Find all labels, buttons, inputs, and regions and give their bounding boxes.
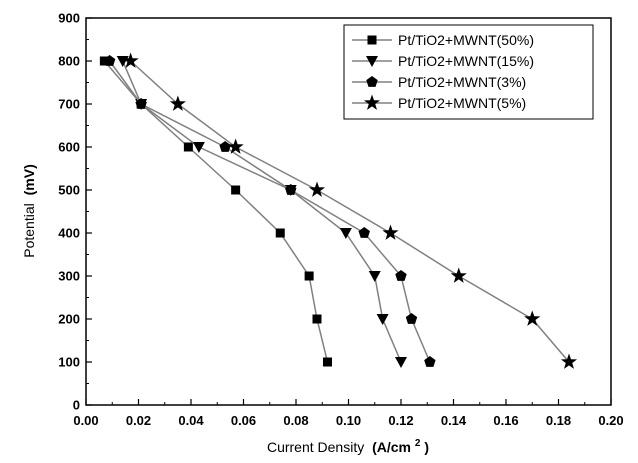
legend-marker (363, 94, 381, 110)
legend-marker (366, 56, 378, 67)
x-axis-title: Current Density (A/cm 2 ) (267, 433, 429, 455)
series-line (103, 60, 329, 363)
data-point (376, 314, 389, 325)
data-point (368, 271, 381, 282)
data-point (395, 270, 407, 281)
data-point (304, 271, 314, 281)
data-point (323, 357, 332, 367)
y-axis: 0 100 200 300 400 500 600 700 800 900 (58, 11, 92, 413)
data-point (560, 353, 578, 369)
data-point (382, 224, 399, 240)
x-tick-label: 0.04 (178, 413, 204, 428)
x-tick-label: 0.20 (598, 413, 623, 428)
series-3 (103, 55, 436, 367)
legend-entry: Pt/TiO2+MWNT(15%) (352, 53, 534, 69)
x-tick-label: 0.06 (231, 413, 256, 428)
y-tick-label: 0 (73, 398, 80, 413)
x-axis-title-unit: (A/cm (372, 439, 411, 455)
data-point (395, 357, 407, 368)
x-tick-label: 0.10 (336, 413, 361, 428)
x-axis-title-unit-exponent: 2 (415, 438, 421, 449)
y-tick-label: 400 (58, 226, 80, 241)
data-point (192, 142, 205, 153)
data-point (312, 314, 322, 324)
y-tick-label: 600 (58, 140, 80, 155)
data-point (275, 228, 285, 238)
data-point (424, 356, 436, 367)
y-axis-title-text: Potential (21, 203, 37, 257)
data-point (285, 184, 297, 195)
x-tick-label: 0.16 (493, 413, 518, 428)
data-point (231, 185, 241, 195)
y-tick-label: 700 (58, 97, 80, 112)
data-point (183, 142, 193, 152)
data-point (135, 98, 147, 109)
data-point (227, 138, 244, 154)
y-tick-label: 300 (58, 269, 80, 284)
legend-label: Pt/TiO2+MWNT(5%) (398, 95, 526, 111)
x-tick-label: 0.02 (126, 413, 151, 428)
legend-entry: Pt/TiO2+MWNT(3%) (352, 74, 526, 90)
data-point (99, 56, 109, 66)
legend: Pt/TiO2+MWNT(50%) Pt/TiO2+MWNT(15%) Pt/TiO… (343, 24, 594, 120)
data-point (450, 267, 467, 283)
series-4 (122, 52, 578, 369)
y-tick-label: 500 (58, 183, 80, 198)
x-axis-title-text: Current Density (267, 439, 364, 455)
x-tick-label: 0.14 (441, 413, 467, 428)
data-point (219, 141, 231, 152)
legend-entry: Pt/TiO2+MWNT(50%) (352, 32, 534, 48)
data-point (405, 313, 418, 324)
series-1 (99, 56, 332, 367)
y-axis-title-unit: (mV) (21, 164, 37, 195)
y-tick-label: 900 (58, 11, 80, 26)
series-layer (99, 52, 578, 369)
x-tick-label: 0.18 (546, 413, 571, 428)
x-axis-title-unit-close: ) (424, 439, 429, 455)
data-point (358, 227, 370, 238)
y-tick-label: 200 (58, 312, 80, 327)
data-point (169, 95, 186, 111)
legend-marker (366, 76, 378, 87)
series-line (130, 60, 570, 363)
y-tick-label: 100 (58, 355, 80, 370)
data-point (524, 310, 541, 326)
legend-label: Pt/TiO2+MWNT(50%) (398, 32, 534, 48)
series-line (122, 60, 402, 363)
x-tick-label: 0.00 (73, 413, 98, 428)
data-point (339, 228, 352, 239)
series-line (109, 60, 431, 363)
legend-entry: Pt/TiO2+MWNT(5%) (352, 94, 526, 111)
data-point (103, 55, 116, 66)
x-tick-label: 0.08 (283, 413, 308, 428)
data-point (308, 181, 326, 197)
legend-marker (367, 35, 377, 45)
y-tick-label: 800 (58, 54, 80, 69)
x-axis: 0.00 0.02 0.04 0.06 0.08 0.10 0.12 0.14 0.16 0.18… (73, 399, 624, 428)
data-point (122, 52, 139, 68)
legend-label: Pt/TiO2+MWNT(15%) (398, 53, 534, 69)
x-tick-label: 0.12 (388, 413, 413, 428)
legend-entries: Pt/TiO2+MWNT(50%) Pt/TiO2+MWNT(15%) Pt/TiO… (352, 32, 534, 111)
y-axis-title: Potential (mV) (21, 164, 37, 258)
legend-label: Pt/TiO2+MWNT(3%) (398, 74, 526, 90)
